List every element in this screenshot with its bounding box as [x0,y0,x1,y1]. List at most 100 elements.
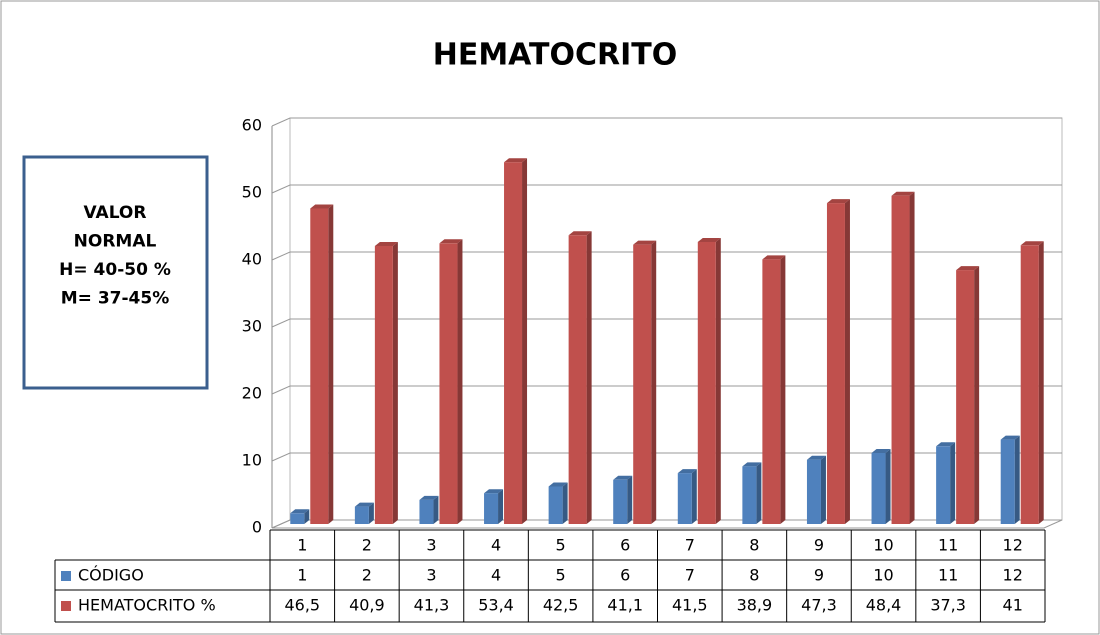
note-box [22,155,209,390]
x-tick-label: 4 [491,536,501,555]
bar-side [433,495,439,524]
bar-top [806,455,826,460]
bar-top [826,199,850,204]
x-tick-label: 6 [620,536,630,555]
bar [742,466,757,524]
bar-top [1020,241,1044,246]
bar-side [392,241,398,524]
bar [419,499,434,524]
table-cell: 1 [297,566,307,585]
bar [504,162,523,524]
x-tick-label: 8 [749,536,759,555]
note-line: VALOR [84,203,147,223]
bar-top [310,204,334,209]
y-tick-label: 50 [242,183,262,202]
bar-side [562,482,568,524]
bar [762,259,781,524]
y-tick-label: 40 [242,250,262,269]
y-tick-label: 60 [242,116,262,135]
y-tick-label: 10 [242,451,262,470]
table-cell: 53,4 [478,596,514,615]
table-cell: 40,9 [349,596,385,615]
bar [439,243,458,525]
bar-top [677,469,697,474]
legend-label: CÓDIGO [78,566,144,585]
table-cell: 11 [938,566,958,585]
x-tick-label: 11 [938,536,958,555]
bar-top [439,239,463,244]
bar-top [871,449,891,453]
note-line: H= 40-50 % [59,260,171,280]
table-cell: 42,5 [543,596,579,615]
bar-top [762,255,786,260]
bar [936,446,951,524]
bar-top [697,237,721,242]
bar-top [419,495,439,500]
bar-top [891,191,915,196]
table-cell: 7 [685,566,695,585]
y-tick-label: 20 [242,384,262,403]
bar [633,244,652,524]
table-cell: 48,4 [866,596,902,615]
bar-top [633,240,657,245]
bar-top [742,462,762,467]
bar-top [548,482,568,487]
grid-line [271,519,1062,529]
y-tick-label: 30 [242,317,262,336]
x-tick-label: 9 [814,536,824,555]
x-tick-label: 1 [297,536,307,555]
chart-title: HEMATOCRITO [433,38,678,73]
bar [484,493,499,524]
table-cell: 8 [749,566,759,585]
legend-swatch [61,601,71,611]
table-cell: 10 [873,566,893,585]
bar-top [568,231,592,236]
bar-top [1000,435,1020,440]
bar [677,473,692,524]
grid-line [271,385,1062,395]
bar [1020,245,1039,525]
bar [374,245,393,524]
bar-side [780,255,786,524]
table-cell: 41,1 [607,596,643,615]
bar [568,235,587,524]
bar [548,486,563,524]
bar-top [374,241,398,246]
bar-side [522,158,528,524]
table-cell: 41,3 [414,596,450,615]
bar-top [956,266,980,271]
bar-side [715,237,721,524]
bar-side [457,239,463,525]
x-tick-label: 10 [873,536,893,555]
bar-top [354,502,374,507]
bar-top [936,442,956,447]
bar [871,453,886,524]
bar [891,195,910,524]
note-line: M= 37-45% [61,289,169,309]
table-cell: 46,5 [284,596,320,615]
grid-line [271,318,1062,328]
bar-side [885,449,891,524]
table-cell: 3 [426,566,436,585]
bar [290,513,305,524]
bar [613,479,628,524]
bar-side [950,442,956,524]
bar-top [613,475,633,480]
grid-line [271,184,1062,194]
table-cell: 37,3 [930,596,966,615]
x-tick-label: 2 [362,536,372,555]
bar [310,208,329,524]
bar [1000,439,1015,524]
bar-side [304,509,310,524]
table-cell: 41 [1003,596,1023,615]
bar-side [691,469,697,524]
table-cell: 41,5 [672,596,708,615]
bar-side [909,191,915,524]
bar-side [368,502,374,524]
bar [697,241,716,524]
legend-label: HEMATOCRITO % [78,596,216,615]
bar-side [586,231,592,524]
bar-side [498,489,504,524]
x-tick-label: 5 [556,536,566,555]
table-cell: 4 [491,566,501,585]
